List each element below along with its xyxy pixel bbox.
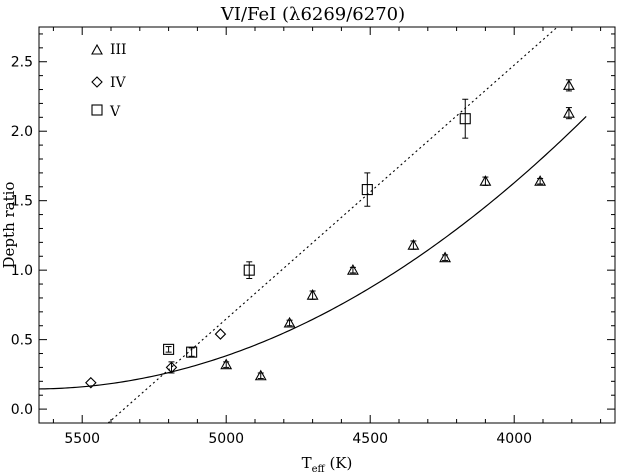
point-dwarf-v [243,264,255,276]
y-tick-label: 2.5 [11,55,33,71]
legend-item-v: V [91,104,121,120]
legend: III IV V [91,42,127,120]
plot-frame [38,26,616,424]
legend-diamond-marker [91,76,103,88]
y-tick-label: 0.0 [11,402,33,418]
point-giant-iii [562,79,575,90]
point-giant-iii [220,358,233,370]
y-tick-label: 1.5 [11,194,33,210]
point-giant-iii [346,264,359,275]
x-axis-label-main: T [302,454,312,472]
point-giant-iii [439,251,452,263]
point-dwarf-v [361,184,373,196]
point-giant-iii [562,107,575,118]
y-tick-label: 1.0 [11,263,33,279]
x-axis-ticks: 5500 5000 4500 4000 [52,27,602,447]
point-dwarf-v [459,113,471,125]
x-tick-label: 5500 [64,431,100,447]
y-tick-label: 2.0 [11,124,33,140]
legend-label-v: V [109,104,121,120]
point-giant-iii [479,175,492,186]
legend-label-iii: III [110,42,127,58]
legend-triangle-marker [91,43,103,55]
point-subgiant-iv [85,376,97,389]
point-subgiant-iv [214,328,227,340]
y-axis-label: Depth ratio [0,182,18,269]
x-tick-label: 4000 [496,431,532,447]
legend-item-iii: III [91,42,127,58]
point-giant-iii [534,175,547,186]
fit-curves [38,26,587,424]
y-axis-ticks: 0.0 0.5 1.0 1.5 2.0 2.5 [11,33,615,424]
point-giant-iii [306,289,319,300]
x-axis-label-unit: (K) [325,454,353,472]
x-axis-label-subscript: eff [312,464,326,475]
x-tick-label: 5000 [208,431,244,447]
fit-line-dotted [107,26,558,424]
legend-item-iv: IV [91,75,127,91]
point-dwarf-v [186,346,198,358]
x-tick-label: 4500 [352,431,388,447]
x-axis-label: Teff (K) [302,454,353,475]
point-giant-iii [254,369,267,381]
point-dwarf-v [163,343,175,355]
y-tick-label: 0.5 [11,333,33,349]
data-points [85,79,575,389]
legend-label-iv: IV [110,75,127,91]
fit-curve-solid [38,116,587,390]
point-subgiant-iv [165,361,178,374]
chart-title: VI/FeI (λ6269/6270) [220,4,405,25]
point-giant-iii [283,316,296,328]
legend-square-marker [91,104,103,116]
point-giant-iii [407,239,420,250]
